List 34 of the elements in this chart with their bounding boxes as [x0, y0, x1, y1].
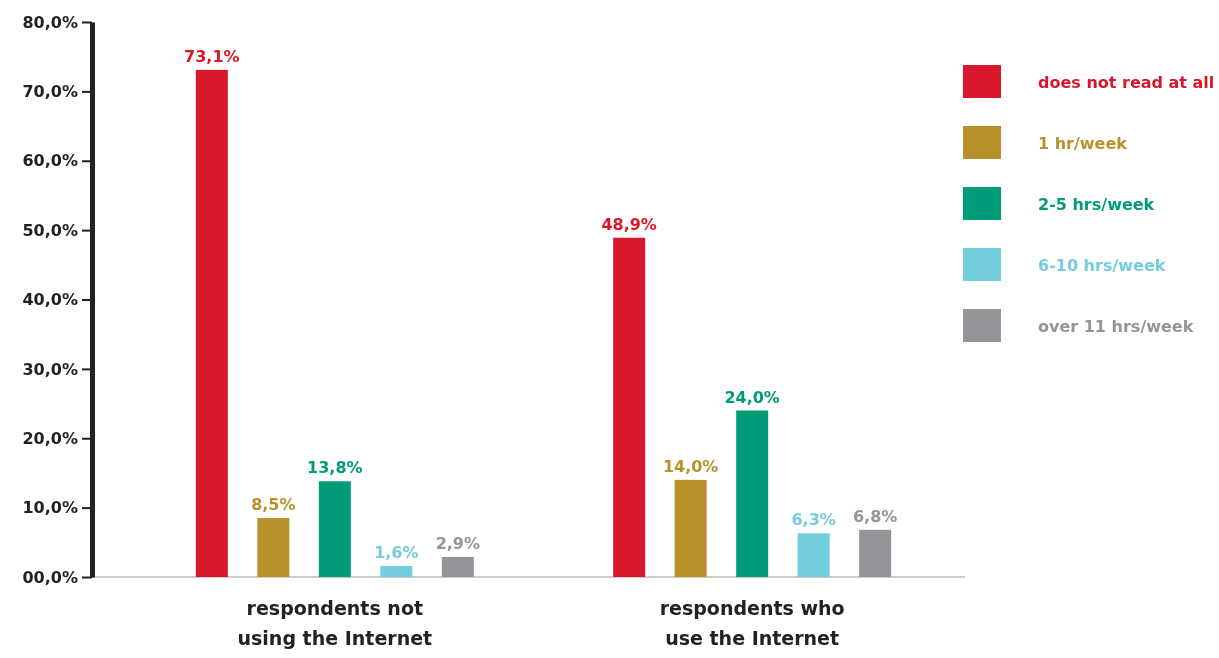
bar [674, 479, 707, 577]
data-label: 2,9% [435, 533, 481, 553]
y-tick-label: 30,0% [22, 359, 78, 379]
data-label: 6,3% [791, 510, 836, 530]
bar [797, 533, 830, 577]
data-label: 24,0% [724, 387, 780, 407]
bar [318, 481, 351, 577]
data-label: 48,9% [601, 214, 657, 234]
y-tick-label: 40,0% [22, 290, 78, 310]
data-label: 1,6% [374, 542, 419, 562]
bar [613, 237, 646, 577]
data-label: 73,1% [184, 46, 240, 66]
y-tick-label: 70,0% [22, 82, 78, 101]
bar [195, 69, 228, 577]
legend-label: 2-5 hrs/week [1038, 195, 1155, 214]
x-tick-label: respondents who use the Internet [659, 597, 845, 649]
bar [736, 410, 769, 577]
data-label: 6,8% [852, 506, 898, 526]
bar [257, 518, 290, 577]
y-tick-label: 00,0% [22, 567, 78, 587]
data-label: 13,8% [307, 458, 363, 478]
bar [380, 565, 413, 577]
x-tick-label: respondents not using the Internet [237, 597, 433, 649]
y-tick-label: 80,0% [22, 12, 78, 32]
data-label: 8,5% [251, 495, 296, 515]
y-tick-label: 50,0% [22, 220, 78, 240]
legend-label: 1 hr/week [1038, 134, 1128, 153]
y-tick-label: 10,0% [22, 498, 78, 518]
legend-label: does not read at all [1038, 73, 1215, 92]
y-tick-label: 20,0% [22, 428, 78, 448]
legend-label: 6-10 hrs/week [1038, 256, 1166, 275]
legend-label: over 11 hrs/week [1038, 317, 1194, 336]
data-label: 14,0% [662, 456, 719, 476]
y-tick-label: 60,0% [22, 151, 78, 171]
